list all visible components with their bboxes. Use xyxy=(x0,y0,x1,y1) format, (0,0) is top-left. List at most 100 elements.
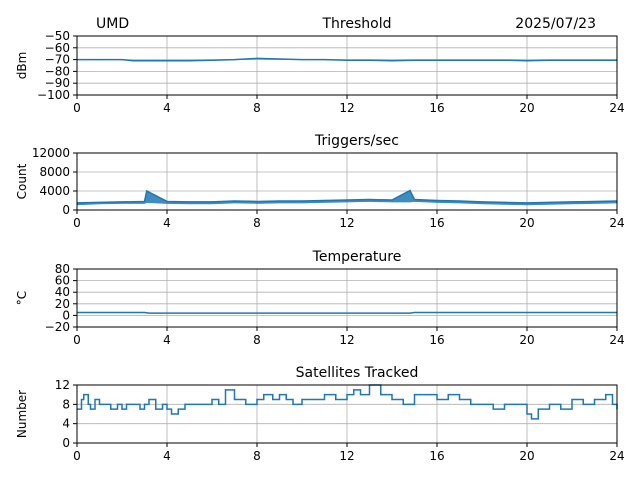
data-point xyxy=(224,389,227,391)
data-point xyxy=(110,408,112,410)
x-tick-label: 4 xyxy=(163,449,171,463)
x-tick-label: 16 xyxy=(429,449,444,463)
data-point xyxy=(155,408,157,410)
panel-title: Temperature xyxy=(312,249,402,265)
data-point xyxy=(103,403,105,405)
data-point xyxy=(323,394,326,396)
y-tick-label: 12 xyxy=(55,378,70,392)
x-tick-label: 20 xyxy=(519,333,534,347)
x-tick-label: 0 xyxy=(73,101,81,115)
data-point xyxy=(263,394,265,396)
data-point xyxy=(530,418,533,420)
data-point xyxy=(413,198,416,201)
data-point xyxy=(188,403,191,405)
data-point xyxy=(368,59,371,61)
panel-1: 0 4 8 12 16 20 24 0 4000 8000 12000 Triggers/sec Cou… xyxy=(15,133,625,230)
data-point xyxy=(503,403,506,405)
data-point xyxy=(292,403,294,405)
data-point xyxy=(571,398,573,401)
data-point xyxy=(391,199,393,201)
y-tick-label: 4 xyxy=(62,417,70,431)
data-point xyxy=(380,394,382,396)
x-tick-label: 24 xyxy=(609,449,624,463)
y-tick-label: 4000 xyxy=(39,184,70,198)
data-point xyxy=(256,398,258,401)
y-tick-label: 12000 xyxy=(32,146,70,160)
data-point xyxy=(218,403,220,405)
data-point xyxy=(166,200,168,203)
x-tick-label: 8 xyxy=(253,216,261,230)
header-left: UMD xyxy=(96,16,129,32)
x-tick-label: 12 xyxy=(339,449,354,463)
panel-title: Satellites Tracked xyxy=(296,365,419,381)
data-point xyxy=(245,58,247,60)
y-tick-label: 60 xyxy=(55,274,70,288)
data-point xyxy=(233,398,236,401)
data-point xyxy=(143,311,146,314)
data-point xyxy=(148,312,150,314)
data-point xyxy=(353,389,355,391)
data-point xyxy=(458,398,461,401)
data-point xyxy=(359,394,362,396)
data-point xyxy=(409,189,411,192)
data-point xyxy=(492,408,494,410)
x-tick-label: 20 xyxy=(519,216,534,230)
panels: 0 4 8 12 16 20 24 −100−90−80−70−60−50 Threshold d… xyxy=(15,16,625,463)
x-tick-label: 20 xyxy=(519,449,534,463)
data-point xyxy=(211,201,213,203)
data-point xyxy=(184,403,186,405)
y-tick-label: 8 xyxy=(62,397,70,411)
data-point xyxy=(211,398,213,401)
series-band xyxy=(77,190,617,206)
data-point xyxy=(323,59,326,61)
data-point xyxy=(94,398,96,401)
data-point xyxy=(87,403,89,405)
data-point xyxy=(560,408,562,410)
y-tick-label: 40 xyxy=(55,285,70,299)
x-tick-label: 0 xyxy=(73,449,81,463)
data-point xyxy=(458,200,461,202)
y-tick-label: −50 xyxy=(45,29,70,43)
y-tick-label: −90 xyxy=(45,76,70,90)
data-point xyxy=(582,403,584,405)
y-tick-label: 0 xyxy=(62,436,70,450)
data-point xyxy=(409,312,411,314)
data-point xyxy=(188,60,191,62)
data-point xyxy=(301,59,303,61)
data-point xyxy=(593,200,596,203)
x-tick-label: 16 xyxy=(429,101,444,115)
x-tick-label: 0 xyxy=(73,216,81,230)
data-point xyxy=(148,398,150,401)
data-point xyxy=(593,398,596,401)
data-point xyxy=(233,59,236,61)
panel-0: 0 4 8 12 16 20 24 −100−90−80−70−60−50 Threshold d… xyxy=(15,16,625,115)
y-axis-label: dBm xyxy=(15,52,29,80)
y-tick-label: −80 xyxy=(45,64,70,78)
data-point xyxy=(98,59,101,61)
data-point xyxy=(481,403,483,405)
x-tick-label: 8 xyxy=(253,101,261,115)
data-point xyxy=(143,200,146,203)
y-axis-label: Number xyxy=(15,390,29,438)
data-point xyxy=(391,398,393,401)
x-tick-label: 8 xyxy=(253,449,261,463)
x-tick-label: 12 xyxy=(339,333,354,347)
data-point xyxy=(98,403,101,405)
data-point xyxy=(233,200,236,202)
data-point xyxy=(256,57,258,60)
data-point xyxy=(611,403,614,405)
data-point xyxy=(143,403,146,405)
y-axis-label: °C xyxy=(15,291,29,305)
data-point xyxy=(161,403,164,405)
data-point xyxy=(368,198,371,201)
data-point xyxy=(481,59,483,61)
data-point xyxy=(526,202,528,204)
x-tick-label: 20 xyxy=(519,101,534,115)
data-point xyxy=(200,403,202,405)
y-tick-label: 0 xyxy=(62,203,70,217)
x-tick-label: 12 xyxy=(339,216,354,230)
x-tick-label: 24 xyxy=(609,333,624,347)
data-point xyxy=(132,403,134,405)
x-tick-label: 4 xyxy=(163,216,171,230)
